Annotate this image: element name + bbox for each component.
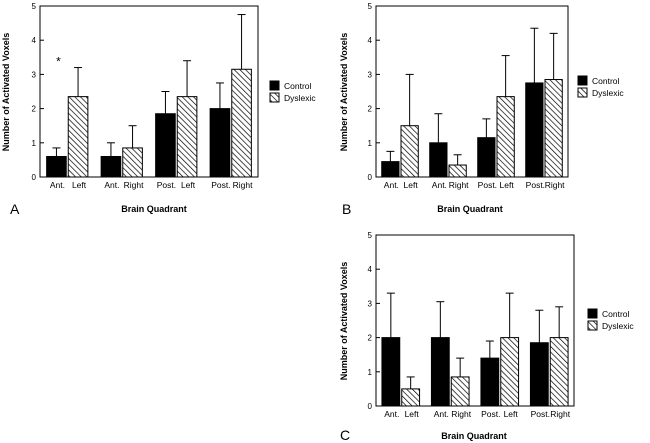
- x-tick-label: Post.: [211, 180, 230, 190]
- y-axis-label: Number of Activated Voxels: [339, 262, 349, 381]
- panel-letter: B: [342, 201, 351, 217]
- bar-dyslexic: [67, 96, 89, 178]
- bar-dyslexic: [400, 125, 419, 178]
- y-tick-label: 2: [368, 105, 373, 114]
- x-tick-label: Post.: [481, 409, 500, 419]
- bar-control: [209, 108, 231, 178]
- legend-swatch: [587, 320, 598, 331]
- y-tick-label: 0: [368, 173, 373, 182]
- x-tick-label: Right: [550, 409, 570, 419]
- legend-swatch: [577, 75, 588, 86]
- legend-label: Control: [602, 309, 630, 319]
- bar-control: [100, 155, 122, 178]
- y-axis-label: Number of Activated Voxels: [1, 33, 11, 152]
- y-tick-label: 0: [368, 402, 373, 411]
- bar-dyslexic: [544, 79, 563, 178]
- y-tick-label: 1: [368, 139, 373, 148]
- x-tick-label: Right: [449, 180, 469, 190]
- bar-control: [525, 82, 544, 178]
- bar-control: [477, 137, 496, 178]
- x-tick-label: Post.: [531, 409, 550, 419]
- bar-control: [46, 155, 67, 178]
- chart-panel-b: 0 1 2 3 4 5 Number of Activated Voxels Ant. Left…: [339, 2, 624, 217]
- y-tick-label: 5: [368, 231, 373, 240]
- x-tick-label: Ant.: [104, 180, 119, 190]
- y-tick-label: 4: [368, 265, 373, 274]
- legend-swatch: [269, 80, 280, 91]
- x-tick-label: Ant.: [50, 180, 65, 190]
- y-tick-label: 1: [32, 139, 37, 148]
- bar-control: [155, 113, 176, 178]
- x-tick-label: Left: [504, 409, 519, 419]
- x-tick-label: Left: [404, 180, 419, 190]
- x-tick-label: Ant.: [432, 180, 447, 190]
- legend-label: Dyslexic: [602, 321, 634, 331]
- y-tick-label: 4: [368, 36, 373, 45]
- bar-dyslexic: [450, 376, 470, 407]
- x-tick-label: Ant.: [384, 409, 399, 419]
- legend-label: Dyslexic: [284, 93, 316, 103]
- y-tick-label: 3: [368, 299, 373, 308]
- bar-control: [429, 142, 448, 178]
- bar-dyslexic: [176, 96, 198, 178]
- x-tick-label: Left: [405, 409, 420, 419]
- y-tick-label: 4: [32, 36, 37, 45]
- bar-dyslexic: [549, 337, 569, 407]
- significance-marker: *: [56, 55, 61, 69]
- y-tick-label: 2: [368, 334, 373, 343]
- x-tick-label: Left: [181, 180, 196, 190]
- legend-label: Control: [284, 81, 312, 91]
- y-tick-label: 3: [368, 70, 373, 79]
- x-axis-label: Brain Quadrant: [441, 431, 507, 441]
- x-tick-label: Post.: [526, 180, 545, 190]
- x-tick-label: Ant.: [384, 180, 399, 190]
- x-axis-label: Brain Quadrant: [121, 204, 187, 214]
- chart-panel-c: 0 1 2 3 4 5 Number of Activated Voxels Ant. Left…: [339, 231, 634, 443]
- x-tick-label: Post.: [478, 180, 497, 190]
- bar-dyslexic: [496, 96, 515, 178]
- bar-dyslexic: [231, 68, 252, 178]
- x-tick-label: Right: [451, 409, 471, 419]
- y-tick-label: 5: [32, 2, 37, 11]
- legend-label: Dyslexic: [592, 88, 624, 98]
- plot-frame: [375, 5, 569, 178]
- y-axis-label: Number of Activated Voxels: [339, 33, 349, 152]
- panel-letter: A: [10, 201, 20, 217]
- legend-label: Control: [592, 76, 620, 86]
- x-tick-label: Right: [545, 180, 565, 190]
- bar-dyslexic: [401, 388, 421, 407]
- y-tick-label: 1: [368, 368, 373, 377]
- bar-control: [480, 357, 500, 407]
- chart-panel-a: 0 1 2 3 4 5 Number of Activated Voxels Ant. Left…: [1, 2, 316, 217]
- x-tick-label: Post.: [157, 180, 176, 190]
- bar-control: [430, 337, 450, 407]
- x-tick-label: Left: [72, 180, 87, 190]
- legend-swatch: [587, 308, 598, 319]
- plot-frame: [39, 5, 259, 178]
- bar-dyslexic: [448, 164, 467, 178]
- y-tick-label: 3: [32, 70, 37, 79]
- bar-control: [529, 342, 549, 407]
- x-tick-label: Ant.: [434, 409, 449, 419]
- y-tick-label: 0: [32, 173, 37, 182]
- legend-swatch: [577, 87, 588, 98]
- bar-control: [381, 337, 401, 407]
- y-tick-label: 5: [368, 2, 373, 11]
- legend-swatch: [269, 92, 280, 103]
- plot-frame: [375, 234, 575, 407]
- y-tick-label: 2: [32, 105, 37, 114]
- bar-dyslexic: [122, 147, 143, 178]
- panel-letter: C: [340, 427, 350, 443]
- x-tick-label: Right: [233, 180, 253, 190]
- bar-dyslexic: [500, 337, 520, 407]
- x-tick-label: Right: [124, 180, 144, 190]
- bar-control: [381, 161, 400, 178]
- x-axis-label: Brain Quadrant: [437, 204, 503, 214]
- x-tick-label: Left: [500, 180, 515, 190]
